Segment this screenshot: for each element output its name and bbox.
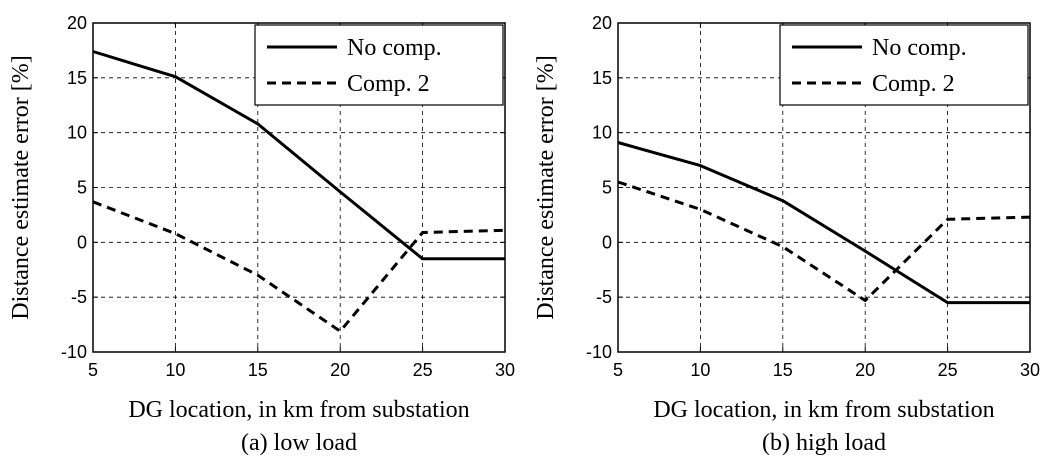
- series-line-comp2: [92, 200, 506, 333]
- series-line-no-comp: [92, 50, 505, 261]
- panel-caption: (b) high load: [762, 430, 886, 456]
- x-axis-label: DG location, in km from substation: [653, 397, 994, 423]
- y-tick-label: -5: [596, 287, 612, 307]
- y-axis-label: Distance estimate error [%]: [533, 55, 559, 320]
- x-axis-label: DG location, in km from substation: [128, 397, 469, 423]
- y-tick-label: -10: [586, 342, 612, 362]
- legend-label: No comp.: [347, 35, 442, 61]
- panel-caption: (a) low load: [241, 430, 357, 456]
- y-tick-label: -5: [71, 287, 87, 307]
- y-tick-label: 0: [77, 232, 87, 252]
- x-tick-label: 15: [773, 360, 793, 380]
- x-tick-label: 5: [88, 360, 98, 380]
- x-tick-label: 25: [938, 360, 958, 380]
- y-tick-label: 20: [67, 13, 87, 33]
- series-line-comp2: [617, 180, 1031, 302]
- y-tick-label: -10: [61, 342, 87, 362]
- legend-label: Comp. 2: [347, 71, 430, 97]
- y-axis-label: Distance estimate error [%]: [8, 55, 34, 320]
- x-tick-label: 10: [690, 360, 710, 380]
- y-tick-label: 5: [602, 178, 612, 198]
- legend-box: [254, 24, 504, 106]
- x-tick-label: 5: [613, 360, 623, 380]
- y-tick-label: 10: [592, 123, 612, 143]
- series-line-no-comp: [617, 141, 1030, 305]
- x-tick-label: 20: [330, 360, 350, 380]
- chart-panel-b: 5 10 15 20 25 30 -10 -5 0 5 10 15 20 DG location, in …: [533, 13, 1040, 456]
- x-tick-label: 15: [248, 360, 268, 380]
- x-tick-label: 30: [1020, 360, 1040, 380]
- x-tick-label: 30: [495, 360, 515, 380]
- legend-box: [779, 24, 1029, 106]
- y-tick-label: 0: [602, 232, 612, 252]
- y-tick-label: 10: [67, 123, 87, 143]
- x-tick-label: 25: [413, 360, 433, 380]
- y-tick-label: 20: [592, 13, 612, 33]
- chart-panel-a: 5 10 15 20 25 30 -10 -5 0 5 10 15 20 DG location, in …: [8, 13, 515, 456]
- legend: No comp. Comp. 2: [254, 24, 504, 106]
- y-tick-label: 15: [67, 68, 87, 88]
- legend-label: No comp.: [872, 35, 967, 61]
- legend: No comp. Comp. 2: [779, 24, 1029, 106]
- y-tick-label: 15: [592, 68, 612, 88]
- y-tick-label: 5: [77, 178, 87, 198]
- x-tick-label: 10: [165, 360, 185, 380]
- x-tick-label: 20: [855, 360, 875, 380]
- legend-label: Comp. 2: [872, 71, 955, 97]
